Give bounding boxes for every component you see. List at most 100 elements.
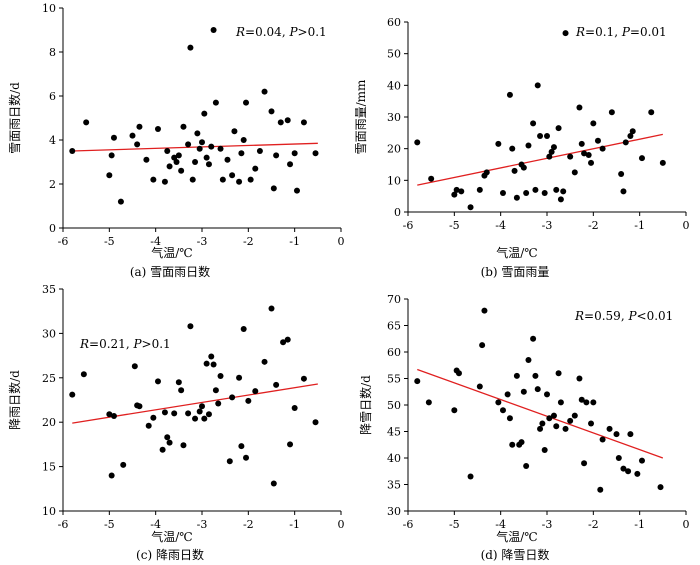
x-tick-label: -4 <box>495 219 506 232</box>
y-tick-label: 20 <box>387 143 401 156</box>
data-point <box>280 339 287 346</box>
data-point <box>495 399 502 406</box>
x-tick-label: 0 <box>338 235 345 248</box>
data-point <box>273 152 280 159</box>
data-point <box>196 145 203 152</box>
data-point <box>173 159 180 165</box>
data-point <box>143 156 150 163</box>
data-point <box>451 191 458 198</box>
data-point <box>659 159 666 166</box>
y-tick-label: 30 <box>387 111 401 124</box>
data-point <box>606 425 613 432</box>
data-point <box>106 411 113 418</box>
data-point <box>599 145 606 152</box>
data-point <box>613 431 620 438</box>
data-point <box>83 119 90 126</box>
data-point <box>150 414 157 421</box>
data-point <box>261 358 268 365</box>
y-tick-label: 30 <box>42 327 56 340</box>
data-point <box>425 399 432 406</box>
data-point <box>557 196 564 203</box>
data-point <box>247 176 254 183</box>
data-point <box>256 148 263 154</box>
r-value: =0.21 <box>89 337 126 351</box>
x-tick-label: -1 <box>634 518 645 531</box>
y-tick-label: 10 <box>42 2 56 15</box>
data-point <box>518 439 525 446</box>
data-point <box>238 150 245 157</box>
data-point <box>108 472 115 479</box>
data-point <box>638 457 645 464</box>
panel-caption: (b) 雪面雨量 <box>481 265 550 279</box>
data-point <box>615 455 622 461</box>
p-value: >0.1 <box>298 25 327 39</box>
data-point <box>277 119 284 126</box>
data-point <box>578 396 585 403</box>
data-point <box>451 407 458 414</box>
data-point <box>236 374 243 381</box>
data-point <box>284 336 291 343</box>
data-point <box>608 109 615 116</box>
data-point <box>557 399 564 406</box>
data-point <box>648 109 655 116</box>
data-point <box>154 378 161 385</box>
data-point <box>618 171 625 177</box>
data-point <box>175 152 182 159</box>
data-point <box>252 165 259 172</box>
data-point <box>136 403 143 410</box>
data-point <box>268 305 275 312</box>
data-point <box>453 186 460 193</box>
x-tick-label: -3 <box>542 518 553 531</box>
data-point <box>578 140 585 147</box>
data-point <box>120 461 127 468</box>
x-tick-label: -3 <box>542 219 553 232</box>
data-point <box>523 462 530 469</box>
data-point <box>509 145 516 152</box>
data-point <box>205 161 212 168</box>
data-point <box>164 148 171 154</box>
x-tick-label: -5 <box>104 518 115 531</box>
trend-line <box>72 142 318 152</box>
data-point <box>513 372 520 379</box>
data-point <box>571 169 578 176</box>
data-point <box>161 178 168 185</box>
data-point <box>117 198 124 205</box>
data-point <box>588 159 595 166</box>
data-point <box>483 169 490 176</box>
r-value: =0.1 <box>585 25 614 39</box>
data-point <box>546 153 553 160</box>
data-point <box>585 152 592 158</box>
data-point <box>210 361 217 368</box>
trend-line <box>417 133 663 186</box>
data-point <box>588 420 595 427</box>
panel-caption: (d) 降雪日数 <box>481 547 550 562</box>
data-point <box>110 134 117 141</box>
data-point <box>175 379 182 386</box>
data-point <box>553 423 560 430</box>
data-point <box>150 176 157 183</box>
y-tick-label: 0 <box>49 222 56 235</box>
data-point <box>599 436 606 443</box>
x-tick-label: -4 <box>150 518 161 531</box>
data-point <box>224 156 231 163</box>
p-value: =0.01 <box>630 25 667 39</box>
y-tick-label: 70 <box>387 293 401 306</box>
data-point <box>537 425 544 432</box>
data-point <box>287 441 294 448</box>
data-point <box>159 446 166 453</box>
data-point <box>520 388 527 395</box>
y-tick-label: 4 <box>49 134 56 147</box>
data-point <box>581 150 588 157</box>
data-point <box>293 187 300 194</box>
data-point <box>622 139 629 146</box>
x-tick-label: -6 <box>58 235 69 248</box>
data-point <box>110 412 117 419</box>
data-point <box>532 186 539 193</box>
y-tick-label: 2 <box>49 178 56 191</box>
data-point <box>312 419 319 426</box>
data-point <box>530 335 537 342</box>
data-point <box>520 164 527 171</box>
data-point <box>219 176 226 183</box>
data-point <box>229 172 236 179</box>
data-point <box>164 434 171 441</box>
